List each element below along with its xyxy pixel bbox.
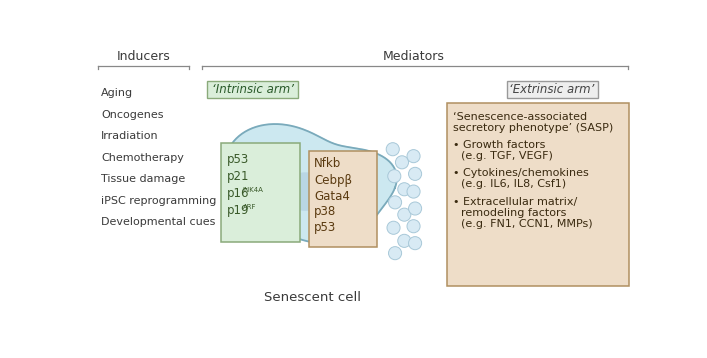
Text: (e.g. FN1, CCN1, MMPs): (e.g. FN1, CCN1, MMPs) (460, 218, 592, 228)
Text: Chemotherapy: Chemotherapy (101, 153, 184, 163)
Circle shape (398, 234, 411, 247)
FancyBboxPatch shape (207, 82, 298, 98)
Circle shape (398, 183, 411, 196)
Text: Mediators: Mediators (382, 50, 445, 63)
Circle shape (407, 150, 420, 163)
Text: ‘Extrinsic arm’: ‘Extrinsic arm’ (510, 83, 595, 96)
Text: p16: p16 (227, 187, 250, 200)
Circle shape (409, 167, 421, 180)
Circle shape (389, 247, 402, 260)
Circle shape (407, 185, 420, 198)
Circle shape (395, 156, 409, 169)
FancyBboxPatch shape (507, 82, 597, 98)
Text: Inducers: Inducers (117, 50, 170, 63)
Text: INK4A: INK4A (243, 187, 264, 193)
Circle shape (389, 196, 402, 209)
Text: secretory phenotype’ (SASP): secretory phenotype’ (SASP) (452, 123, 613, 133)
Text: • Growth factors: • Growth factors (452, 140, 545, 150)
Text: p53: p53 (314, 221, 337, 234)
Polygon shape (224, 124, 397, 244)
Text: • Cytokines/chemokines: • Cytokines/chemokines (452, 169, 588, 179)
Circle shape (407, 220, 420, 233)
Circle shape (387, 221, 400, 234)
Text: remodeling factors: remodeling factors (460, 208, 566, 218)
Text: Irradiation: Irradiation (101, 131, 158, 141)
Text: Cebpβ: Cebpβ (314, 174, 352, 187)
Circle shape (409, 202, 421, 215)
FancyBboxPatch shape (447, 103, 629, 286)
Text: ARF: ARF (243, 204, 256, 210)
Text: p38: p38 (314, 205, 337, 218)
Text: ‘Senescence-associated: ‘Senescence-associated (452, 112, 587, 122)
Text: Developmental cues: Developmental cues (101, 217, 216, 227)
Text: (e.g. IL6, IL8, Csf1): (e.g. IL6, IL8, Csf1) (460, 179, 566, 189)
Text: Aging: Aging (101, 88, 133, 98)
Text: ‘Intrinsic arm’: ‘Intrinsic arm’ (211, 83, 293, 96)
Text: Senescent cell: Senescent cell (264, 291, 361, 304)
Text: Gata4: Gata4 (314, 190, 350, 203)
Text: Oncogenes: Oncogenes (101, 110, 163, 120)
FancyBboxPatch shape (221, 143, 300, 242)
Text: • Extracellular matrix/: • Extracellular matrix/ (452, 197, 577, 207)
Text: p53: p53 (227, 154, 250, 166)
FancyBboxPatch shape (309, 151, 377, 247)
Circle shape (387, 170, 401, 183)
Text: p19: p19 (227, 204, 250, 217)
Text: p21: p21 (227, 170, 250, 183)
Circle shape (386, 143, 399, 156)
Text: Tissue damage: Tissue damage (101, 174, 185, 184)
Text: Nfkb: Nfkb (314, 158, 341, 170)
Ellipse shape (278, 172, 334, 211)
Text: (e.g. TGF, VEGF): (e.g. TGF, VEGF) (460, 151, 552, 161)
Text: iPSC reprogramming: iPSC reprogramming (101, 196, 216, 206)
Circle shape (398, 208, 411, 221)
Circle shape (409, 237, 421, 250)
